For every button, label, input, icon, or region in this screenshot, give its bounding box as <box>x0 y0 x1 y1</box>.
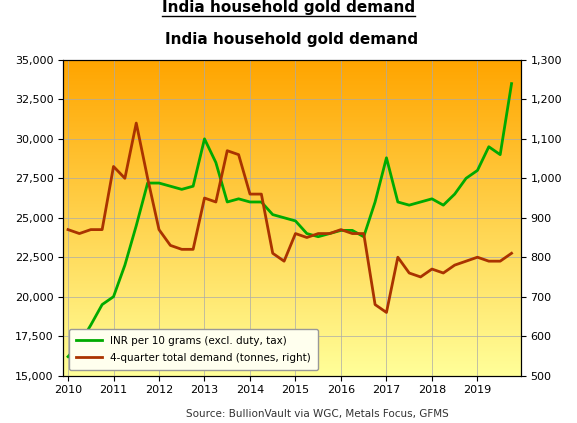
Text: Source: BullionVault via WGC, Metals Focus, GFMS: Source: BullionVault via WGC, Metals Foc… <box>186 409 449 419</box>
Text: India household gold demand: India household gold demand <box>162 0 415 15</box>
Text: India household gold demand: India household gold demand <box>166 32 419 47</box>
Legend: INR per 10 grams (excl. duty, tax), 4-quarter total demand (tonnes, right): INR per 10 grams (excl. duty, tax), 4-qu… <box>69 329 319 371</box>
